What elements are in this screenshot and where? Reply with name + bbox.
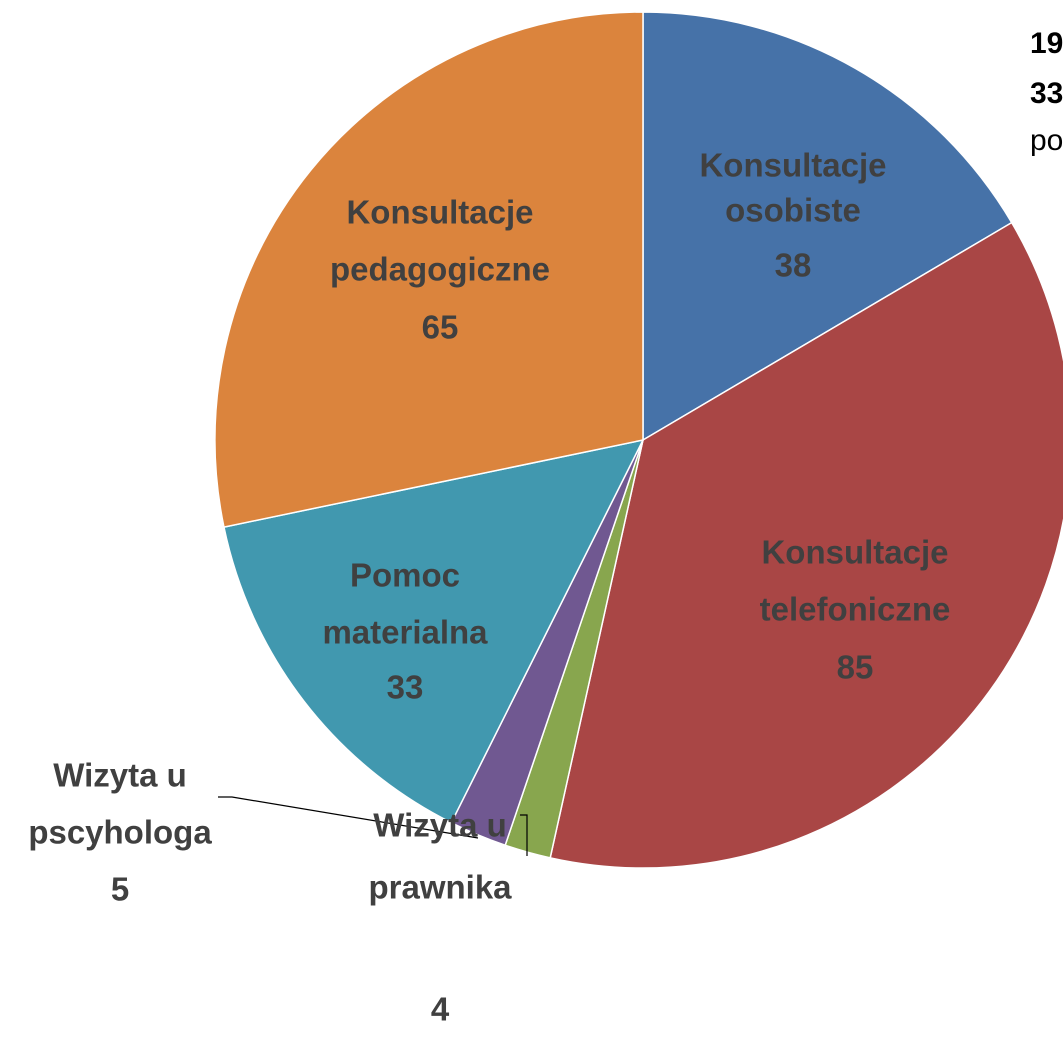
annotation: 19 xyxy=(1030,27,1063,60)
annotation: po xyxy=(1030,124,1063,157)
slice-label: Wizyta u xyxy=(373,807,507,844)
slice-label: materialna xyxy=(322,614,488,651)
value-label: 33 xyxy=(387,669,424,706)
leader-line xyxy=(520,814,528,856)
value-label: 38 xyxy=(775,247,812,284)
annotation: 33 xyxy=(1030,77,1063,110)
slice-label: Konsultacje xyxy=(699,147,886,184)
slice-label: telefoniczne xyxy=(760,591,951,628)
slice-label: pscyhologa xyxy=(28,814,212,851)
value-label: 85 xyxy=(837,649,874,686)
slice-label: pedagogiczne xyxy=(330,251,550,288)
pie-slice xyxy=(223,438,645,824)
value-label: 4 xyxy=(431,991,450,1028)
slice-label: Konsultacje xyxy=(761,534,948,571)
slice-label: Wizyta u xyxy=(53,757,187,794)
pie-slice xyxy=(214,11,644,528)
leader-line xyxy=(218,796,479,839)
pie-slice xyxy=(642,11,1013,442)
slice-label: prawnika xyxy=(368,869,512,906)
pie-slice xyxy=(549,221,1063,869)
value-label: 5 xyxy=(111,871,129,908)
slice-label: Pomoc xyxy=(350,557,460,594)
slice-label: osobiste xyxy=(725,192,861,229)
value-label: 65 xyxy=(422,309,459,346)
slice-label: Konsultacje xyxy=(346,194,533,231)
